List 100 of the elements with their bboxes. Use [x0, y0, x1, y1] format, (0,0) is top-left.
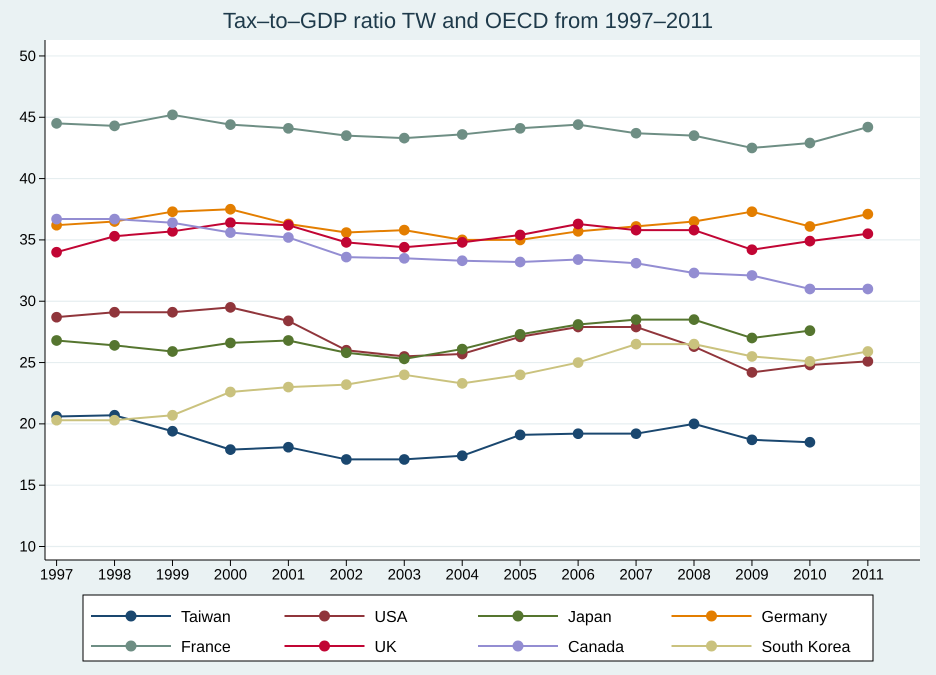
point — [225, 444, 236, 455]
point — [862, 208, 874, 220]
point — [109, 306, 120, 318]
point — [340, 379, 352, 390]
point — [572, 254, 584, 265]
point — [862, 284, 874, 294]
point — [630, 258, 642, 269]
point — [225, 227, 236, 238]
point — [398, 454, 410, 465]
y-tick-label: 45 — [19, 109, 36, 126]
y-tick-label: 40 — [19, 170, 36, 188]
point — [340, 227, 352, 238]
point — [456, 237, 468, 248]
point — [572, 428, 584, 440]
chart-title: Tax–to–GDP ratio TW and OECD from 1997–2011 — [222, 8, 714, 33]
y-tick-label: 25 — [19, 354, 36, 372]
x-tick-label: 1998 — [98, 566, 132, 584]
point — [746, 142, 758, 154]
point — [225, 119, 236, 130]
x-tick-label: 2002 — [330, 566, 364, 584]
point — [572, 218, 584, 230]
point — [804, 284, 816, 294]
legend-label: UK — [374, 639, 398, 656]
point — [804, 236, 816, 246]
point — [340, 252, 352, 262]
point — [688, 130, 700, 141]
legend-label: USA — [374, 609, 408, 626]
point — [340, 130, 352, 141]
point — [456, 255, 468, 266]
point — [398, 369, 410, 380]
point — [688, 314, 700, 325]
point — [456, 129, 468, 140]
point — [225, 302, 236, 313]
x-tick-label: 2006 — [561, 566, 595, 584]
y-tick-label: 30 — [19, 293, 36, 310]
point — [398, 132, 410, 144]
x-tick-label: 2001 — [272, 566, 306, 584]
point — [456, 344, 468, 354]
point — [51, 118, 62, 129]
point — [225, 386, 236, 398]
point — [514, 230, 526, 240]
point — [167, 306, 178, 318]
point — [283, 316, 294, 326]
point — [514, 122, 526, 134]
x-tick-label: 2007 — [619, 566, 653, 584]
point — [167, 109, 178, 120]
legend-label: France — [181, 639, 231, 656]
point — [109, 214, 120, 224]
legend-label: South Korea — [762, 639, 851, 656]
point — [283, 232, 294, 243]
y-tick-label: 10 — [19, 538, 36, 556]
point — [51, 246, 62, 258]
point — [514, 329, 526, 340]
point — [51, 335, 62, 346]
point — [630, 428, 642, 440]
x-tick-label: 2005 — [503, 566, 537, 584]
point — [572, 119, 584, 130]
legend-label: Germany — [762, 609, 828, 626]
point — [109, 340, 120, 351]
point — [167, 206, 178, 218]
point — [572, 357, 584, 368]
x-tick-label: 2008 — [677, 566, 711, 584]
point — [225, 204, 236, 215]
y-tick-label: 35 — [19, 232, 36, 249]
point — [398, 354, 410, 364]
point — [51, 414, 62, 426]
x-tick-label: 2009 — [735, 566, 769, 584]
point — [340, 347, 352, 358]
point — [109, 414, 120, 426]
point — [167, 217, 178, 228]
point — [688, 418, 700, 430]
point — [225, 338, 236, 348]
point — [340, 454, 352, 465]
point — [746, 434, 758, 446]
point — [804, 325, 816, 336]
point — [283, 442, 294, 453]
y-tick-label: 15 — [19, 476, 36, 494]
point — [746, 351, 758, 362]
point — [109, 120, 120, 132]
point — [109, 230, 120, 242]
point — [804, 221, 816, 232]
point — [167, 426, 178, 437]
point — [572, 319, 584, 330]
point — [456, 450, 468, 462]
x-tick-label: 2003 — [388, 566, 421, 584]
legend-label: Japan — [568, 609, 612, 626]
legend-label: Canada — [568, 639, 624, 656]
point — [167, 410, 178, 421]
x-tick-label: 2010 — [793, 566, 827, 584]
point — [746, 367, 758, 378]
point — [862, 356, 874, 367]
point — [630, 314, 642, 325]
point — [862, 228, 874, 240]
point — [283, 335, 294, 346]
y-tick-label: 50 — [19, 48, 36, 65]
point — [630, 338, 642, 350]
x-tick-label: 2000 — [214, 566, 248, 584]
point — [340, 237, 352, 248]
point — [514, 369, 526, 380]
point — [746, 244, 758, 256]
